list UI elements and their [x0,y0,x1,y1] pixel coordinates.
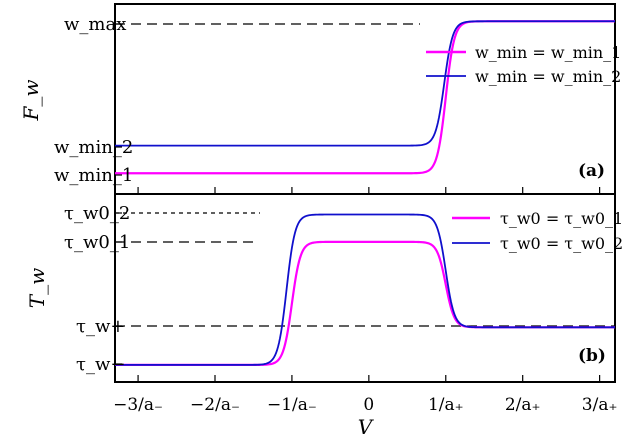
ytick-wmin1: w_min_1 [54,165,133,186]
ytick-tau-wplus: τ_w+ [76,316,125,337]
legend-b-label-0: τ_w0 = τ_w0_1 [500,209,623,228]
legend-a-label-0: w_min = w_min_1 [475,43,621,62]
ytick-tau-w01: τ_w0_1 [64,232,130,253]
xtick-label-3: 0 [363,395,374,415]
xtick-label-6: 3/a₊ [582,395,618,415]
xtick-label-0: −3/a₋ [113,395,163,415]
panel-a-ylabel: F_w [19,80,43,122]
xtick-label-5: 2/a₊ [505,395,541,415]
panel-a-legend: w_min = w_min_1 w_min = w_min_2 [426,43,621,86]
panel-a-series-1 [115,20,615,147]
panel-b-series-1 [115,213,615,366]
ytick-wmin2: w_min_2 [54,137,133,158]
axis-ticks [115,23,601,382]
x-tick-labels: −3/a₋ −2/a₋ −1/a₋ 0 1/a₊ 2/a₊ 3/a₊ [113,395,617,415]
panel-b-series-0 [115,240,615,367]
panel-b-legend: τ_w0 = τ_w0_1 τ_w0 = τ_w0_2 [452,209,623,253]
panel-b-frame [114,193,616,383]
panel-b-curves [115,213,615,367]
xtick-label-1: −2/a₋ [190,395,240,415]
legend-b-label-1: τ_w0 = τ_w0_2 [500,234,623,253]
ytick-wmax: w_max [64,14,126,35]
panel-a-curves [115,20,615,175]
panel-a-label: (a) [578,161,605,181]
xtick-label-2: −1/a₋ [267,395,317,415]
panel-a-frame [114,3,616,195]
ytick-tau-wminus: τ_w− [76,354,125,375]
legend-a-label-1: w_min = w_min_2 [475,67,621,86]
x-axis-label: V [358,415,375,439]
xtick-label-4: 1/a₊ [428,395,464,415]
panel-b-label: (b) [578,346,606,366]
ytick-tau-w02: τ_w0_2 [64,203,130,224]
panel-b-ylabel: T_w [25,268,49,308]
